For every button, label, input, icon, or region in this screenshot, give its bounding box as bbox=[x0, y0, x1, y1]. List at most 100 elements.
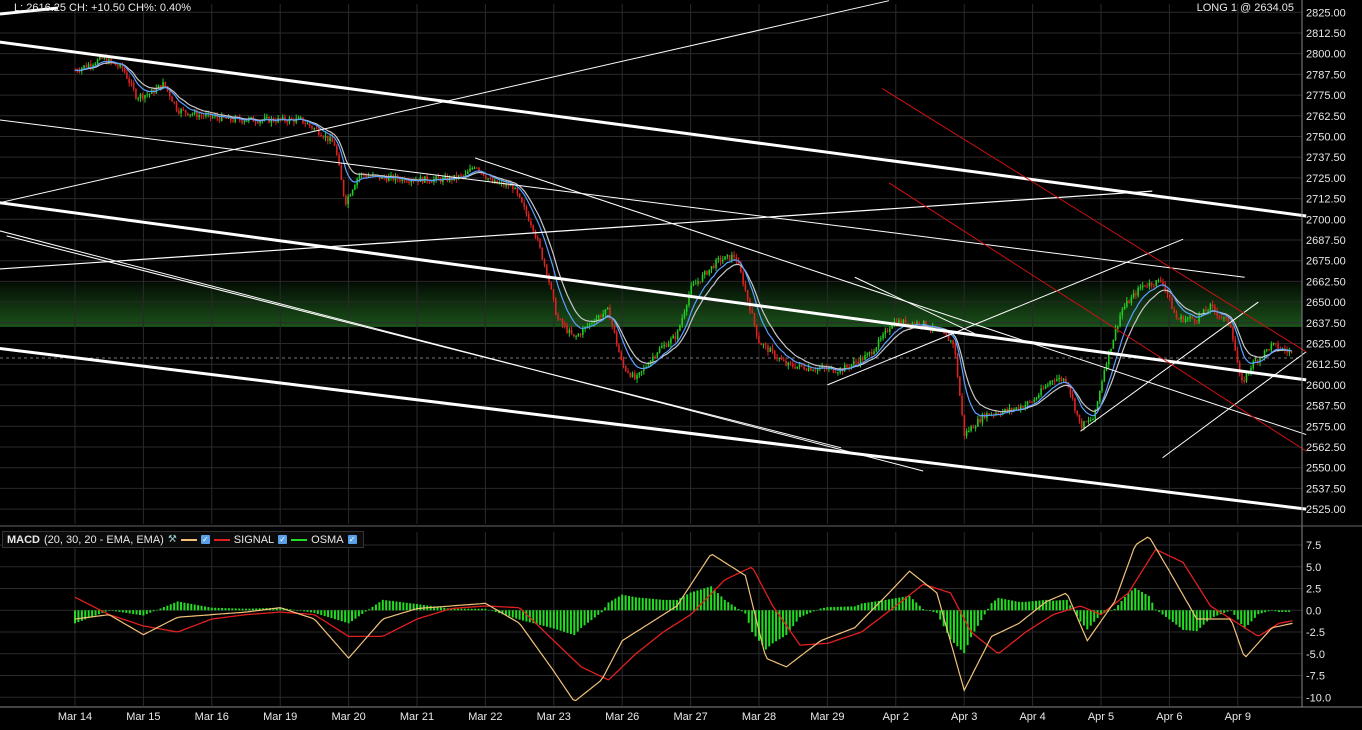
macd-legend[interactable]: MACD (20, 30, 20 - EMA, EMA) ⚒ ✓ SIGNAL … bbox=[2, 531, 364, 548]
osma-bar bbox=[785, 610, 788, 636]
osma-bar bbox=[402, 602, 405, 611]
channel-red-lower bbox=[888, 182, 1307, 452]
candle-body bbox=[146, 94, 149, 96]
osma-bar bbox=[792, 610, 795, 627]
candle-body bbox=[1252, 361, 1255, 368]
osma-bar bbox=[371, 606, 374, 611]
candle-body bbox=[406, 181, 408, 183]
candle-body bbox=[1220, 316, 1223, 318]
osma-bar bbox=[487, 609, 490, 611]
candle-body bbox=[961, 395, 963, 415]
candle-body bbox=[728, 255, 731, 260]
candle-body bbox=[471, 168, 474, 170]
osma-bar bbox=[822, 607, 825, 611]
osma-bar bbox=[1240, 610, 1243, 625]
osma-bar bbox=[159, 608, 162, 611]
moving-averages bbox=[74, 60, 1292, 417]
candle-body bbox=[234, 117, 237, 122]
osma-bar bbox=[617, 596, 620, 611]
candle-body bbox=[561, 319, 564, 325]
price-tick-label: 2650.00 bbox=[1306, 297, 1346, 309]
candle-body bbox=[884, 330, 887, 335]
osma-bar bbox=[857, 604, 860, 611]
osma-bar bbox=[621, 594, 624, 611]
macd-visible-checkbox[interactable]: ✓ bbox=[200, 535, 210, 544]
osma-bar bbox=[877, 600, 880, 611]
osma-bar bbox=[795, 610, 798, 622]
osma-bar bbox=[1007, 599, 1010, 611]
osma-bar bbox=[751, 610, 754, 633]
candle-body bbox=[762, 344, 765, 346]
osma-bar bbox=[1079, 610, 1082, 622]
candle-body bbox=[245, 121, 248, 123]
candle-body bbox=[137, 98, 140, 100]
candle-body bbox=[1218, 315, 1221, 317]
osma-bar bbox=[1130, 590, 1133, 611]
candle-body bbox=[1089, 420, 1092, 422]
candle-body bbox=[629, 372, 632, 377]
candle-body bbox=[1017, 407, 1020, 410]
candle-body bbox=[182, 109, 185, 111]
osma-bar bbox=[669, 599, 672, 611]
osma-bar bbox=[853, 606, 856, 611]
signal-visible-checkbox[interactable]: ✓ bbox=[278, 535, 288, 544]
candle-body bbox=[812, 370, 814, 372]
osma-bar bbox=[180, 602, 183, 611]
osma-bar bbox=[693, 591, 696, 611]
osma-bar bbox=[833, 606, 836, 611]
candle-body bbox=[803, 366, 805, 370]
candle-body bbox=[900, 320, 902, 325]
candle-body bbox=[832, 367, 835, 373]
candle-body bbox=[189, 114, 191, 116]
candle-body bbox=[667, 343, 670, 347]
osma-bar bbox=[392, 601, 395, 611]
candle-body bbox=[588, 323, 591, 326]
osma-bar bbox=[1048, 600, 1051, 611]
osma-bar bbox=[689, 592, 692, 611]
price-tick-label: 2825.00 bbox=[1306, 7, 1346, 19]
osma-bar bbox=[1267, 610, 1270, 612]
trendline-mid bbox=[0, 201, 1307, 382]
candle-body bbox=[281, 116, 284, 120]
osma-bar bbox=[1100, 610, 1102, 615]
wrench-icon[interactable]: ⚒ bbox=[167, 534, 177, 545]
candle-body bbox=[954, 344, 957, 355]
osma-visible-checkbox[interactable]: ✓ bbox=[347, 535, 357, 544]
candle-body bbox=[1275, 343, 1277, 345]
candle-body bbox=[977, 418, 979, 427]
candle-body bbox=[922, 320, 925, 327]
candle-body bbox=[870, 352, 873, 355]
candle-body bbox=[336, 145, 338, 155]
osma-bar bbox=[542, 610, 545, 626]
candle-body bbox=[1053, 380, 1056, 382]
candle-body bbox=[1087, 420, 1090, 422]
candle-body bbox=[643, 367, 645, 371]
candle-body bbox=[387, 176, 390, 182]
osma-bar bbox=[781, 610, 784, 638]
osma-bar bbox=[156, 609, 159, 611]
price-tick-label: 2625.00 bbox=[1306, 338, 1346, 350]
osma-bar bbox=[480, 608, 483, 611]
candle-body bbox=[297, 117, 300, 119]
candle-body bbox=[399, 179, 401, 181]
candle-body bbox=[214, 115, 216, 117]
osma-bar bbox=[1223, 610, 1226, 613]
candle-body bbox=[699, 281, 702, 283]
candle-body bbox=[322, 136, 325, 138]
candle-body bbox=[426, 176, 428, 182]
candle-body bbox=[92, 65, 94, 67]
candle-body bbox=[573, 334, 575, 337]
candle-body bbox=[1069, 386, 1072, 395]
candle-body bbox=[1245, 372, 1248, 382]
price-tick-label: 2525.00 bbox=[1306, 504, 1346, 516]
candle-body bbox=[864, 355, 866, 360]
trendlines[interactable] bbox=[0, 0, 1307, 511]
candle-body bbox=[979, 418, 981, 423]
osma-bar bbox=[805, 610, 808, 615]
osma-bar bbox=[221, 608, 224, 611]
candle-body bbox=[708, 269, 711, 275]
candle-body bbox=[202, 115, 205, 117]
osma-bar bbox=[1164, 610, 1167, 617]
candle-body bbox=[144, 95, 146, 99]
